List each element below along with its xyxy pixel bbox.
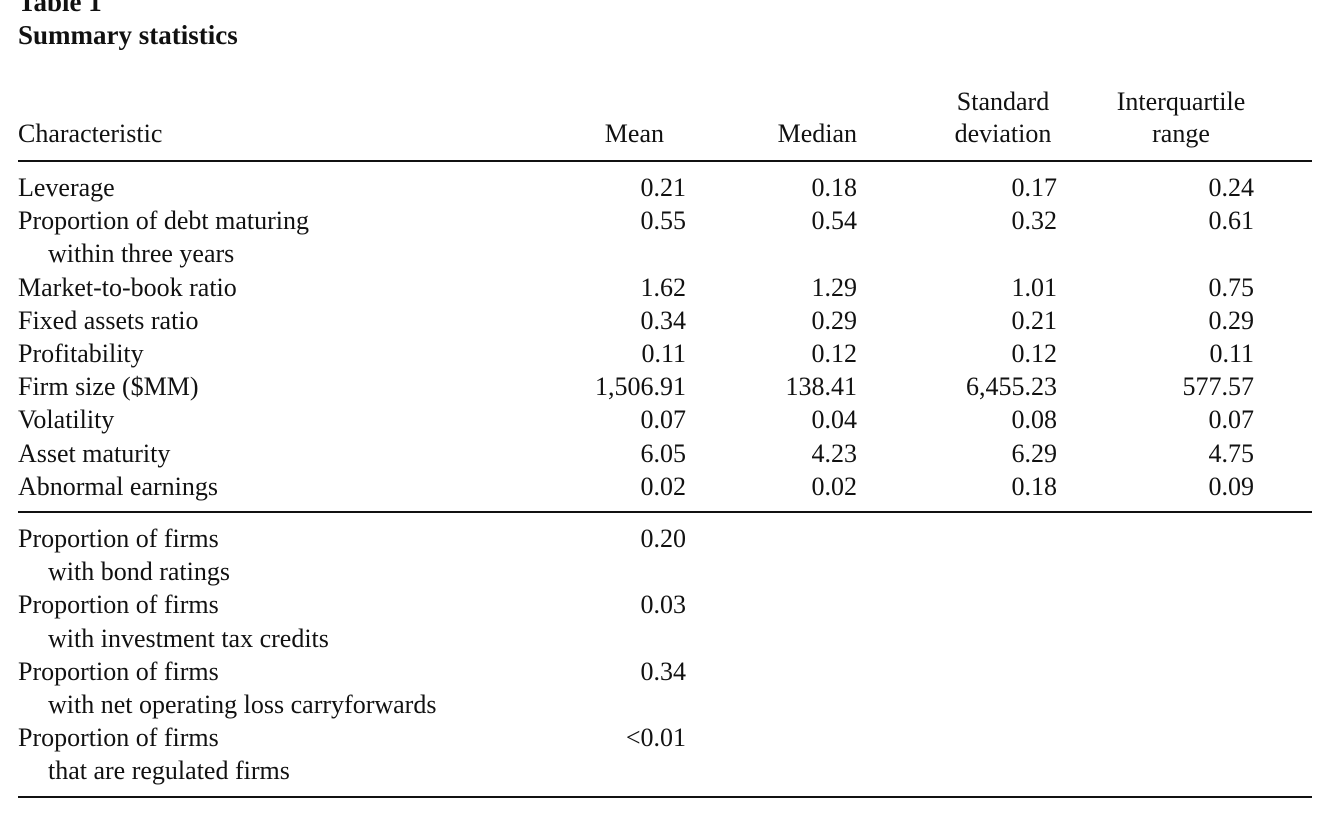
cell-sd: 0.12 bbox=[1011, 339, 1058, 369]
table-number: Table 1 bbox=[18, 0, 102, 17]
cell-sd: 6.29 bbox=[1011, 438, 1058, 468]
row-label: Profitability bbox=[18, 339, 144, 369]
row-label: Proportion of firms with bond ratings bbox=[18, 524, 230, 587]
row-label: Firm size ($MM) bbox=[18, 372, 199, 402]
table-row-regulated-firms: Proportion of firms that are regulated f… bbox=[18, 721, 1312, 798]
cell-sd: 1.01 bbox=[1011, 272, 1058, 302]
table-row-investment-tax-credits: Proportion of firms with investment tax … bbox=[18, 588, 1312, 654]
cell-mean: 0.55 bbox=[640, 206, 687, 236]
table-row-nol-carryforwards: Proportion of firms with net operating l… bbox=[18, 655, 1312, 721]
row-label: Volatility bbox=[18, 405, 115, 435]
cell-iqr: 4.75 bbox=[1208, 438, 1255, 468]
cell-median: 0.29 bbox=[811, 305, 858, 335]
table-row-fixed-assets: Fixed assets ratio 0.34 0.29 0.21 0.29 bbox=[18, 304, 1312, 337]
cell-mean: 0.03 bbox=[640, 590, 687, 620]
row-label: Proportion of firms with net operating l… bbox=[18, 656, 437, 720]
row-label: Proportion of firms with investment tax … bbox=[18, 590, 329, 653]
table-row-firm-size: Firm size ($MM) 1,506.91 138.41 6,455.23… bbox=[18, 370, 1312, 403]
cell-sd: 6,455.23 bbox=[966, 372, 1057, 402]
row-label: Proportion of firms that are regulated f… bbox=[18, 721, 548, 798]
cell-iqr: 0.11 bbox=[1209, 339, 1254, 369]
table-row-abnormal-earnings: Abnormal earnings 0.02 0.02 0.18 0.09 bbox=[18, 469, 1312, 514]
cell-iqr: 0.29 bbox=[1208, 305, 1255, 335]
cell-mean: 0.20 bbox=[640, 524, 687, 554]
table-row-bond-ratings: Proportion of firms with bond ratings 0.… bbox=[18, 512, 1312, 588]
row-label: Proportion of debt maturing within three… bbox=[18, 206, 310, 269]
cell-mean: 0.07 bbox=[640, 405, 687, 435]
table-title: Summary statistics bbox=[18, 20, 238, 50]
cell-median: 0.18 bbox=[811, 173, 858, 202]
cell-iqr: 0.75 bbox=[1208, 272, 1255, 302]
table-row-leverage: Leverage 0.21 0.18 0.17 0.24 bbox=[18, 161, 1312, 204]
cell-sd: 0.21 bbox=[1011, 305, 1058, 335]
row-label: Leverage bbox=[18, 173, 115, 202]
cell-iqr: 0.24 bbox=[1208, 173, 1255, 202]
cell-median: 0.02 bbox=[686, 469, 857, 514]
cell-mean: 6.05 bbox=[640, 438, 687, 468]
row-label: Fixed assets ratio bbox=[18, 305, 199, 335]
row-label: Abnormal earnings bbox=[18, 469, 548, 514]
header-mean: Mean bbox=[548, 86, 686, 162]
row-label: Asset maturity bbox=[18, 438, 171, 468]
cell-median: 0.04 bbox=[811, 405, 858, 435]
cell-median: 0.12 bbox=[811, 339, 858, 369]
table-row-debt-maturing: Proportion of debt maturing within three… bbox=[18, 204, 1312, 270]
cell-iqr: 577.57 bbox=[1182, 372, 1255, 402]
cell-mean: 0.34 bbox=[640, 305, 687, 335]
header-row: Characteristic Mean Median Standard devi… bbox=[18, 86, 1312, 162]
header-characteristic: Characteristic bbox=[18, 86, 548, 162]
cell-sd: 0.08 bbox=[1011, 405, 1058, 435]
cell-mean: <0.01 bbox=[548, 721, 686, 798]
header-interquartile-range: Interquartile range bbox=[1057, 86, 1254, 162]
row-label: Market-to-book ratio bbox=[18, 272, 237, 302]
header-standard-deviation: Standard deviation bbox=[857, 86, 1057, 162]
header-median: Median bbox=[686, 86, 857, 162]
cell-median: 1.29 bbox=[811, 272, 858, 302]
table-caption: Table 1 Summary statistics bbox=[18, 0, 238, 52]
cell-sd: 0.17 bbox=[1011, 173, 1058, 202]
cell-iqr: 0.07 bbox=[1208, 405, 1255, 435]
cell-mean: 0.02 bbox=[548, 469, 686, 514]
cell-median: 0.54 bbox=[811, 206, 858, 236]
cell-mean: 1,506.91 bbox=[595, 372, 686, 402]
cell-sd: 0.32 bbox=[1011, 206, 1058, 236]
cell-median: 4.23 bbox=[811, 438, 858, 468]
summary-statistics-table: Characteristic Mean Median Standard devi… bbox=[18, 86, 1312, 798]
table-row-market-to-book: Market-to-book ratio 1.62 1.29 1.01 0.75 bbox=[18, 271, 1312, 304]
cell-sd: 0.18 bbox=[857, 469, 1057, 514]
cell-mean: 0.21 bbox=[640, 173, 687, 202]
table-row-asset-maturity: Asset maturity 6.05 4.23 6.29 4.75 bbox=[18, 437, 1312, 470]
cell-median: 138.41 bbox=[785, 372, 858, 402]
cell-iqr: 0.61 bbox=[1208, 206, 1255, 236]
cell-mean: 0.11 bbox=[641, 339, 686, 369]
table-row-profitability: Profitability 0.11 0.12 0.12 0.11 bbox=[18, 337, 1312, 370]
cell-mean: 0.34 bbox=[640, 656, 687, 686]
cell-iqr: 0.09 bbox=[1057, 469, 1254, 514]
table-row-volatility: Volatility 0.07 0.04 0.08 0.07 bbox=[18, 403, 1312, 436]
cell-mean: 1.62 bbox=[640, 272, 687, 302]
